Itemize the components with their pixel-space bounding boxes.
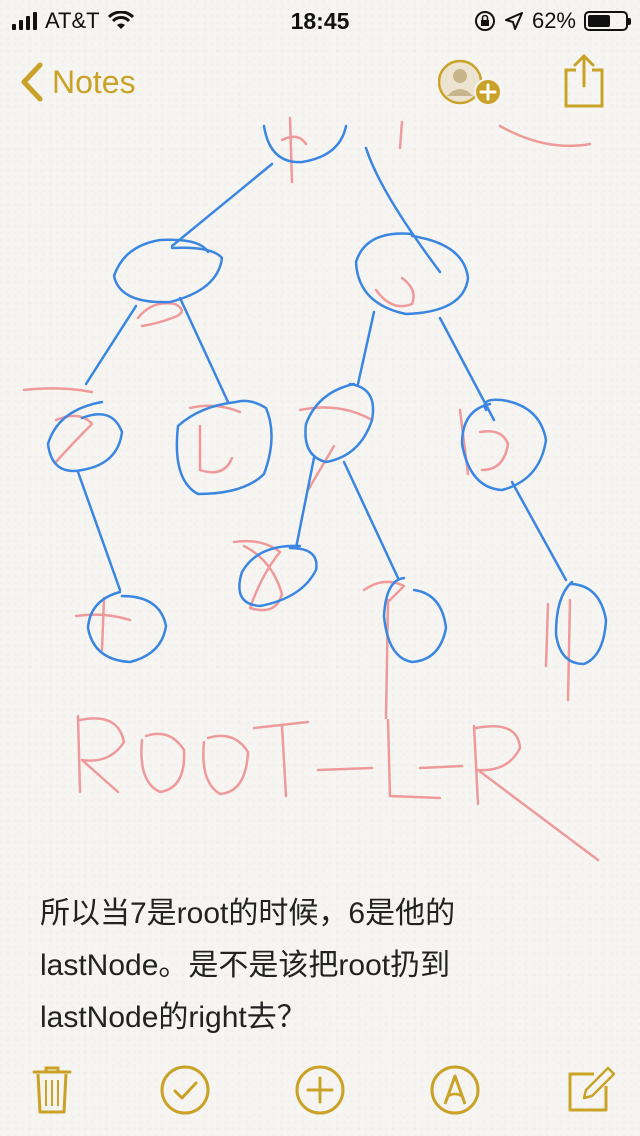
battery-percent: 62%: [531, 8, 576, 33]
add-person-icon: [437, 59, 502, 106]
trash-icon: [32, 1066, 72, 1114]
carrier-name: AT&T: [45, 8, 100, 33]
tree-node-2: [112, 238, 224, 304]
tree-node-5: [175, 399, 273, 496]
pencil-sketch-layer: [22, 116, 600, 862]
tree-node-10: [460, 398, 548, 492]
status-left: AT&T: [12, 8, 134, 34]
tree-node-6: [354, 232, 470, 316]
add-attachment-button[interactable]: [290, 1060, 350, 1120]
note-line: 所以当7是root的时候，6是他的: [40, 897, 456, 930]
orientation-lock-icon: [474, 11, 495, 31]
pen-tip-circle-icon: [430, 1065, 480, 1115]
pen-sketch-layer: [46, 124, 608, 666]
tree-node-1: [262, 124, 348, 164]
note-line: lastNode的right去？: [40, 1001, 307, 1034]
delete-note-button[interactable]: [22, 1060, 82, 1120]
share-button[interactable]: [562, 52, 606, 110]
compose-icon: [568, 1066, 616, 1112]
compose-note-button[interactable]: [560, 1060, 620, 1120]
note-body-text[interactable]: 所以当7是root的时候，6是他的 lastNode。是不是该把root扔到 l…: [40, 888, 610, 1044]
status-right: 62%: [474, 8, 631, 34]
wifi-icon: [107, 11, 134, 29]
location-arrow-icon: [504, 12, 523, 30]
tree-node-8: [238, 544, 318, 608]
chevron-left-icon: [21, 62, 43, 102]
battery-level-fill: [588, 15, 610, 27]
tree-node-3: [46, 400, 124, 473]
tree-node-4: [86, 590, 168, 664]
tree-node-11: [554, 580, 608, 666]
bottom-toolbar: [0, 1060, 640, 1126]
markup-pen-button[interactable]: [425, 1060, 485, 1120]
checkmark-circle-icon: [160, 1065, 210, 1115]
signal-strength-icon: [12, 12, 37, 30]
handwritten-tree-drawing[interactable]: [0, 110, 640, 870]
checklist-button[interactable]: [155, 1060, 215, 1120]
tree-node-9: [382, 576, 448, 664]
add-people-button[interactable]: [437, 58, 508, 110]
battery-icon: [584, 11, 631, 31]
status-bar: AT&T 18:45 62%: [0, 0, 640, 40]
back-to-notes-button[interactable]: Notes: [20, 62, 136, 102]
share-icon: [564, 54, 604, 108]
plus-circle-icon: [295, 1065, 345, 1115]
note-line: lastNode。是不是该把root扔到: [40, 949, 451, 982]
tree-node-7: [304, 382, 375, 464]
status-time: 18:45: [290, 8, 350, 34]
back-label: Notes: [52, 63, 136, 100]
